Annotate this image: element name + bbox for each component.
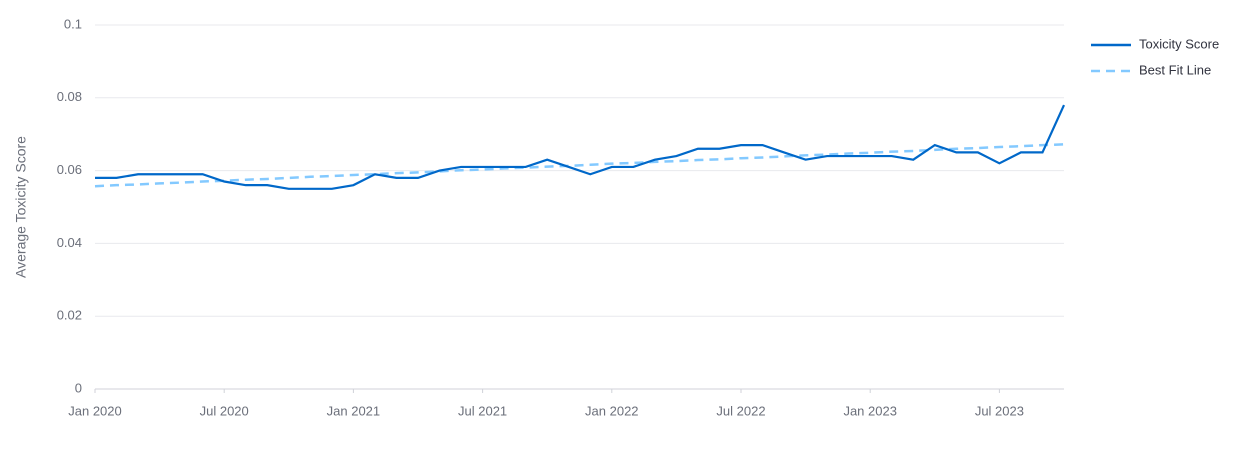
legend-label: Best Fit Line [1139, 62, 1211, 77]
x-tick-label: Jul 2020 [200, 403, 249, 418]
y-tick-label: 0.02 [57, 308, 82, 323]
y-tick-label: 0.06 [57, 162, 82, 177]
x-tick-label: Jan 2023 [843, 403, 897, 418]
y-tick-label: 0.08 [57, 89, 82, 104]
series-line [95, 104, 1066, 190]
y-axis-label: Average Toxicity Score [13, 136, 29, 278]
x-tick-label: Jan 2020 [68, 403, 122, 418]
x-tick-label: Jan 2022 [585, 403, 639, 418]
y-tick-label: 0.1 [64, 16, 82, 31]
x-tick-label: Jan 2021 [327, 403, 381, 418]
series-line [94, 143, 1065, 188]
legend: Toxicity Score Best Fit Line [1091, 36, 1219, 77]
y-tick-label: 0 [75, 380, 82, 395]
y-tick-label: 0.04 [57, 235, 82, 250]
x-tick-label: Jul 2021 [458, 403, 507, 418]
legend-label: Toxicity Score [1139, 36, 1219, 51]
x-tick-label: Jul 2022 [716, 403, 765, 418]
x-tick-label: Jul 2023 [975, 403, 1024, 418]
